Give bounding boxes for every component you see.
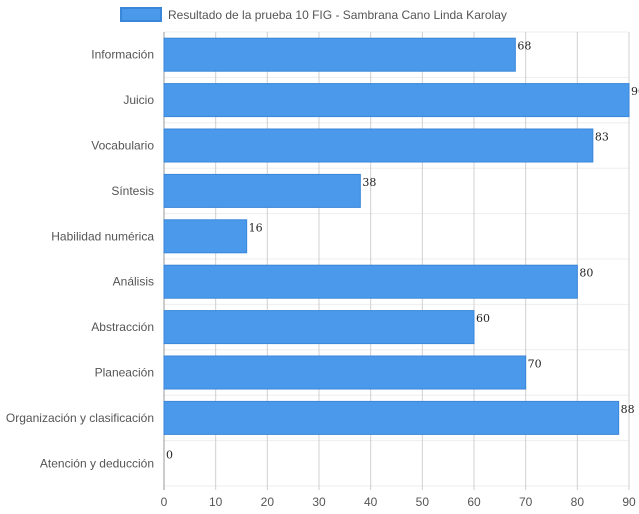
legend-label: Resultado de la prueba 10 FIG - Sambrana… bbox=[168, 8, 507, 22]
data-label: 68 bbox=[517, 40, 531, 53]
tick-label-x: 70 bbox=[519, 495, 533, 509]
value-axis: 0 10 20 30 40 50 60 70 80 90 bbox=[161, 495, 636, 509]
data-label: 16 bbox=[249, 221, 263, 234]
category-label: Atención y deducción bbox=[40, 456, 154, 470]
tick-label-x: 40 bbox=[364, 495, 378, 509]
tick-label-x: 30 bbox=[312, 495, 326, 509]
category-label: Información bbox=[91, 48, 154, 62]
data-label: 88 bbox=[621, 403, 635, 416]
category-label: Planeación bbox=[95, 366, 154, 380]
bar[interactable] bbox=[163, 128, 594, 163]
category-axis: Información Juicio Vocabulario Síntesis Habi… bbox=[6, 48, 154, 471]
category-label: Análisis bbox=[113, 275, 154, 289]
data-labels: 68 90 83 38 16 80 60 70 88 0 bbox=[166, 40, 639, 462]
legend-swatch bbox=[120, 7, 162, 22]
bars bbox=[163, 37, 630, 435]
bar[interactable] bbox=[163, 37, 516, 72]
bar[interactable] bbox=[163, 355, 527, 390]
tick-label-x: 20 bbox=[261, 495, 275, 509]
tick-label-x: 0 bbox=[161, 495, 168, 509]
legend[interactable]: Resultado de la prueba 10 FIG - Sambrana… bbox=[120, 7, 507, 22]
data-label: 83 bbox=[595, 131, 609, 144]
bar[interactable] bbox=[163, 219, 248, 254]
tick-label-x: 90 bbox=[622, 495, 636, 509]
category-label: Organización y clasificación bbox=[6, 411, 154, 425]
category-label: Juicio bbox=[123, 93, 154, 107]
data-label: 0 bbox=[166, 448, 173, 461]
bar[interactable] bbox=[163, 310, 475, 345]
bar[interactable] bbox=[163, 173, 361, 208]
tick-label-x: 10 bbox=[209, 495, 223, 509]
bar[interactable] bbox=[163, 83, 630, 118]
tick-label-x: 60 bbox=[467, 495, 481, 509]
data-label: 60 bbox=[476, 312, 490, 325]
bar[interactable] bbox=[163, 264, 578, 299]
category-label: Abstracción bbox=[91, 320, 154, 334]
data-label: 70 bbox=[528, 358, 542, 371]
tick-label-x: 50 bbox=[416, 495, 430, 509]
data-label: 38 bbox=[362, 176, 376, 189]
bar[interactable] bbox=[163, 400, 620, 435]
tick-label-x: 80 bbox=[571, 495, 585, 509]
category-label: Habilidad numérica bbox=[51, 229, 154, 243]
category-label: Vocabulario bbox=[91, 139, 154, 153]
data-label: 90 bbox=[631, 85, 639, 98]
data-label: 80 bbox=[579, 267, 593, 280]
category-label: Síntesis bbox=[111, 184, 154, 198]
